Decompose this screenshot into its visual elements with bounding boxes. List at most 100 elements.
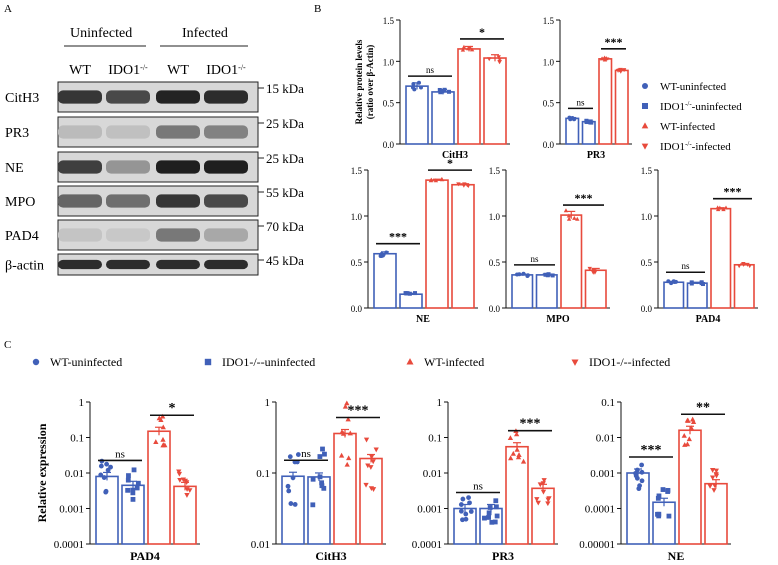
group-label-infected: Infected: [182, 26, 228, 41]
data-point: [566, 213, 572, 218]
significance-label: ns: [115, 448, 125, 460]
data-point: [429, 177, 434, 182]
blot-band: [156, 259, 200, 270]
data-point: [494, 504, 499, 510]
y-tick-label: 0.0001: [585, 504, 615, 516]
legend-panel-b: WT-uninfected IDO1-/--uninfected WT-infect…: [641, 81, 742, 153]
data-point: [125, 487, 131, 493]
chart-c1: 0.0001 0.001 0.01 0.1 1 PAD4 Relative expressi…: [35, 397, 200, 563]
data-point: [458, 502, 464, 507]
y-tick-label: 0.00001: [579, 539, 615, 551]
significance-label: *: [169, 401, 176, 416]
y-tick-label: 0.1: [601, 397, 615, 409]
data-point: [347, 430, 353, 436]
data-point: [469, 47, 475, 52]
legend-marker: [641, 122, 649, 129]
y-tick-label: 1.0: [351, 212, 363, 222]
blot-band: [58, 194, 102, 208]
bar: [710, 207, 732, 309]
data-point: [540, 489, 547, 495]
significance-label: ***: [389, 230, 407, 244]
significance-label: ns: [576, 97, 585, 107]
data-point: [584, 118, 589, 123]
data-point: [570, 116, 575, 121]
chart-c2: 0.01 0.1 1 CitH3 ns ***: [251, 397, 386, 563]
data-point: [535, 500, 541, 506]
significance-label: ***: [641, 443, 662, 458]
data-point: [310, 476, 316, 482]
bar: [581, 120, 596, 145]
data-point: [656, 493, 662, 499]
bar: [425, 179, 449, 309]
data-point: [487, 505, 493, 510]
data-point: [287, 454, 293, 460]
legend-label: IDO1-/--uninfected: [222, 355, 315, 369]
blot-protein-label: MPO: [5, 195, 35, 210]
bar: [399, 293, 423, 309]
data-point: [492, 519, 498, 525]
data-point: [602, 55, 607, 60]
legend-marker: [571, 359, 579, 366]
data-point: [338, 452, 345, 458]
blot-band: [106, 228, 150, 242]
y-tick-label: 0.1: [428, 433, 442, 445]
legend-label: IDO1-/--infected: [660, 140, 731, 153]
data-point: [487, 57, 492, 62]
data-point: [711, 488, 717, 493]
chart-c3: 0.0001 0.001 0.01 0.1 1 PR3 ns ***: [412, 397, 558, 563]
data-point: [517, 272, 522, 277]
y-tick-label: 0.0: [489, 304, 501, 314]
blot-band: [106, 259, 150, 270]
legend-label: WT-infected: [660, 121, 716, 133]
data-point: [373, 447, 379, 453]
data-point: [153, 439, 159, 444]
data-point: [541, 478, 547, 483]
data-point: [513, 431, 520, 437]
blot-protein-label: PR3: [5, 126, 29, 141]
data-point: [489, 519, 495, 525]
blot-band: [58, 125, 102, 139]
data-point: [184, 480, 190, 486]
significance-label: ***: [348, 404, 369, 419]
data-point: [288, 501, 294, 506]
legend-panel-c: WT-uninfected IDO1-/--uninfected WT-infect…: [32, 355, 670, 369]
data-point: [460, 496, 466, 502]
legend-label: IDO1-/--uninfected: [660, 100, 742, 113]
data-point: [686, 436, 692, 442]
data-point: [468, 45, 473, 50]
bar: [663, 281, 685, 309]
data-point: [295, 452, 301, 457]
data-point: [134, 485, 140, 491]
significance-label: ns: [530, 254, 539, 264]
bar: [373, 252, 397, 309]
data-point: [290, 475, 296, 481]
data-point: [319, 480, 325, 486]
data-point: [410, 85, 415, 90]
data-point: [482, 515, 487, 521]
data-point: [709, 475, 716, 481]
kda-label: 25 kDa: [266, 116, 304, 131]
y-tick-label: 0.5: [351, 258, 363, 268]
significance-label: ns: [426, 65, 435, 75]
data-point: [550, 273, 555, 278]
y-tick-label: 0.0001: [54, 539, 84, 551]
blot-band: [156, 90, 200, 104]
data-point: [416, 80, 421, 85]
data-point: [345, 416, 351, 422]
chart-b2: 0.0 0.5 1.0 1.5 PR3 ns ***: [543, 16, 632, 161]
chart-b5: 0.0 0.5 1.0 1.5 PAD4 ns ***: [641, 166, 758, 325]
blot-band: [58, 259, 102, 270]
y-tick-label: 0.001: [590, 468, 615, 480]
kda-label: 25 kDa: [266, 151, 304, 166]
data-point: [342, 403, 349, 409]
data-point: [384, 250, 389, 255]
significance-label: **: [696, 400, 710, 415]
data-point: [713, 472, 719, 477]
data-point: [340, 430, 347, 436]
data-point: [639, 478, 645, 484]
data-point: [131, 467, 137, 473]
bar: [457, 48, 481, 145]
data-point: [463, 511, 469, 517]
y-tick-label: 1: [437, 397, 443, 409]
